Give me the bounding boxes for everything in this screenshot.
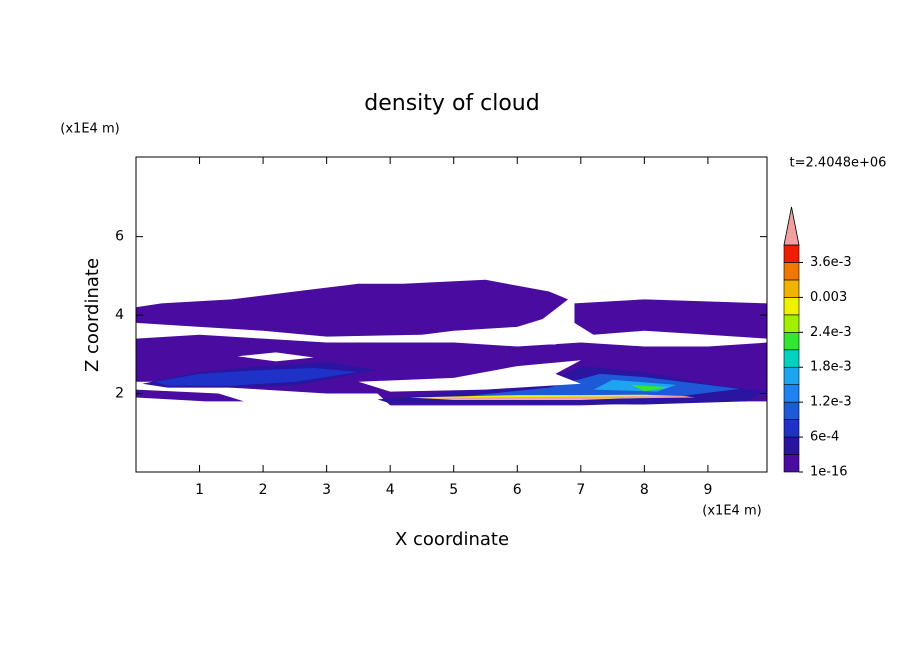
colorbar-box bbox=[783, 401, 800, 420]
contour-region bbox=[136, 279, 569, 337]
colorbar-box bbox=[783, 419, 800, 438]
plot-frame bbox=[135, 156, 768, 473]
y-tick-label: 6 bbox=[115, 229, 124, 245]
colorbar-box bbox=[783, 279, 800, 298]
annotation: t=2.4048e+06 bbox=[790, 156, 887, 171]
contour-region bbox=[155, 368, 359, 386]
y-axis-label: Z coordinate bbox=[82, 258, 103, 372]
colorbar-box bbox=[783, 349, 800, 368]
colorbar-box bbox=[783, 436, 800, 455]
contour-region bbox=[421, 395, 696, 400]
colorbar-box bbox=[783, 384, 800, 403]
chart-title: density of cloud bbox=[364, 91, 539, 116]
x-axis-label: X coordinate bbox=[395, 529, 509, 550]
x-tick-label: 4 bbox=[386, 482, 395, 498]
contour-gap bbox=[504, 330, 581, 345]
colorbar-box bbox=[783, 297, 800, 316]
x-tick-label: 9 bbox=[703, 482, 712, 498]
x-tick-label: 8 bbox=[640, 482, 649, 498]
colorbar-tick-label: 3.6e-3 bbox=[810, 255, 852, 270]
contour-region bbox=[453, 373, 740, 398]
colorbar-tick-label: 6e-4 bbox=[810, 430, 839, 445]
colorbar-box bbox=[783, 244, 800, 263]
colorbar-box bbox=[783, 262, 800, 281]
x-tick-label: 5 bbox=[449, 482, 458, 498]
colorbar-tick-label: 1.8e-3 bbox=[810, 360, 852, 375]
y-tick-label: 2 bbox=[115, 386, 124, 402]
colorbar-tick-label: 1.2e-3 bbox=[810, 395, 852, 410]
x-tick-label: 2 bbox=[259, 482, 268, 498]
contour-region bbox=[136, 389, 245, 402]
contour-gap bbox=[237, 352, 314, 362]
colorbar-tick-label: 0.003 bbox=[810, 290, 847, 305]
contour-region bbox=[631, 384, 670, 392]
colorbar-over bbox=[783, 206, 800, 246]
colorbar-box bbox=[783, 366, 800, 385]
colorbar-box bbox=[783, 454, 800, 473]
colorbar-box bbox=[783, 332, 800, 351]
contour-gap bbox=[358, 360, 581, 392]
colorbar-box bbox=[783, 314, 800, 333]
x-tick-label: 6 bbox=[513, 482, 522, 498]
contour-region bbox=[574, 299, 767, 339]
x-unit: (x1E4 m) bbox=[702, 504, 761, 519]
y-tick-label: 4 bbox=[115, 307, 124, 323]
x-tick-label: 1 bbox=[195, 482, 204, 498]
x-tick-label: 7 bbox=[576, 482, 585, 498]
colorbar-tick-label: 2.4e-3 bbox=[810, 325, 852, 340]
y-unit: (x1E4 m) bbox=[60, 122, 119, 137]
x-tick-label: 3 bbox=[322, 482, 331, 498]
colorbar-tick-label: 1e-16 bbox=[810, 465, 848, 480]
